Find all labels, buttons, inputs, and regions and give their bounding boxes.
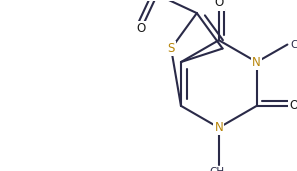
Text: N: N	[252, 56, 261, 69]
Text: O: O	[137, 22, 146, 35]
Text: S: S	[168, 42, 175, 55]
Text: O: O	[289, 99, 297, 112]
Text: CH₃: CH₃	[290, 40, 297, 50]
Text: O: O	[214, 0, 223, 9]
Text: CH₃: CH₃	[209, 167, 228, 171]
Text: N: N	[214, 121, 223, 134]
